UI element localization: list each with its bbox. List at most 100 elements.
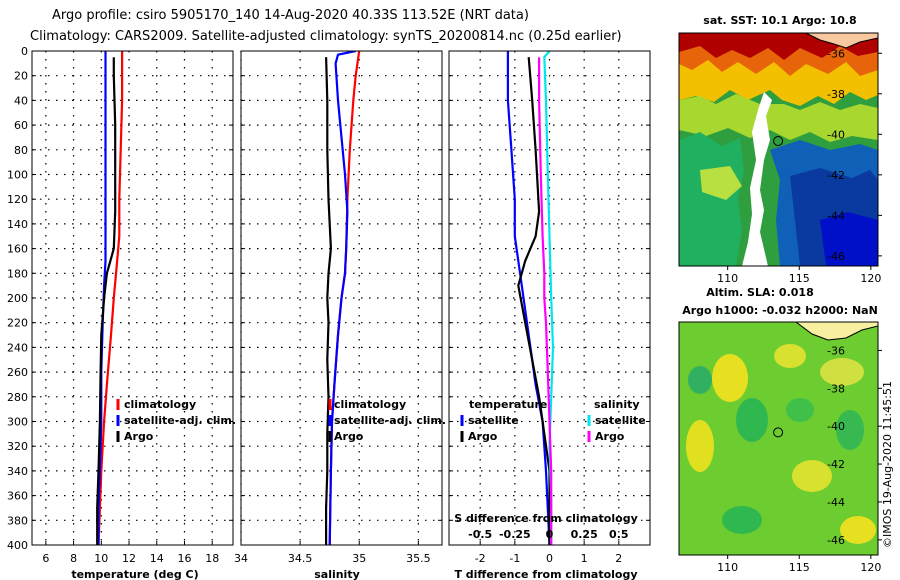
map-y-tick-label: -44 [827,209,845,222]
salinity-legend: climatology satellite-adj. clim. Argo [328,398,446,443]
difference-xlabel: T difference from climatology [454,568,637,580]
y-tick-label: 380 [7,514,28,527]
sla-map-title-line1: Altim. SLA: 0.018 [706,286,813,299]
sla-map-ticks: 110 115 120 -36 -38 -40 -42 -44 -46 [717,344,882,574]
map-x-tick-label: 110 [717,272,738,285]
x-tick-label: -1 [509,552,520,565]
legend-argo-label: Argo [334,430,364,443]
x-tick-label: 34 [234,552,248,565]
sla-map-frame [678,321,879,556]
sst-map: sat. SST: 10.1 Argo: 10.8 110 115 120 -36 -3… [678,14,882,285]
salinity-lines [325,51,361,545]
series-line-salinity-argo [538,57,553,545]
s-tick-label: -0.5 [468,528,492,541]
x-tick-label: 6 [42,552,49,565]
y-tick-label: 240 [7,341,28,354]
sla-low-blob [836,410,864,450]
y-tick-label: 280 [7,391,28,404]
map-y-tick-label: -38 [827,382,845,395]
x-tick-label: 35.5 [406,552,431,565]
x-tick-label: 14 [150,552,164,565]
sla-high-blob [712,354,748,402]
difference-panel: -2 -1 0 1 2 T difference from climatology S … [448,50,651,580]
map-x-tick-label: 120 [860,561,881,574]
map-y-tick-label: -42 [827,169,845,182]
map-y-tick-label: -38 [827,88,845,101]
map-x-tick-label: 115 [789,561,810,574]
x-tick-label: 34.5 [288,552,313,565]
sst-argo-marker [773,136,784,146]
y-tick-label: 300 [7,416,28,429]
sst-map-field [679,33,878,266]
sla-high-blob [792,460,832,492]
sst-lime-band [679,94,878,142]
s-tick-label: 0.25 [571,528,598,541]
s-tick-label: 0 [546,528,554,541]
map-y-tick-label: -42 [827,458,845,471]
legend-sal-argo-label: Argo [595,430,625,443]
sla-low-blob [688,366,712,394]
sla-low-blob [736,398,768,442]
legend-satellite-label: satellite-adj. clim. [124,414,236,427]
series-line-temperature-argo [517,57,551,545]
s-difference-label: S difference from climatology [454,512,638,525]
legend-sal-satellite-label: satellite [595,414,646,427]
sst-map-frame [678,32,879,267]
temperature-lines [96,51,124,545]
y-tick-label: 340 [7,465,28,478]
y-tick-label: 20 [14,70,28,83]
sla-high-blob [840,516,876,544]
y-tick-label: 120 [7,193,28,206]
map-x-tick-label: 110 [717,561,738,574]
s-tick-label: -0.25 [499,528,531,541]
x-tick-label: -2 [475,552,486,565]
y-tick-label: 160 [7,243,28,256]
sla-coastline [795,322,878,341]
sla-high-blob [774,344,806,368]
x-tick-label: 18 [205,552,219,565]
legend-temp-satellite-label: satellite [468,414,519,427]
map-y-tick-label: -36 [827,47,845,60]
salinity-xlabel: salinity [314,568,360,580]
y-tick-label: 60 [14,119,28,132]
title-line2: Climatology: CARS2009. Satellite-adjuste… [30,29,622,44]
x-tick-label: 8 [70,552,77,565]
x-tick-label: 0 [546,552,553,565]
difference-lines [506,51,555,545]
map-x-tick-label: 120 [860,272,881,285]
sla-map-title-line2: Argo h1000: -0.032 h2000: NaN [682,304,878,317]
sla-argo-marker [773,427,784,438]
series-line-satellite-adj-clim- [328,51,356,545]
legend-climatology-label: climatology [124,398,196,411]
y-tick-label: 400 [7,539,28,552]
x-tick-label: 2 [615,552,622,565]
x-tick-label: 16 [177,552,191,565]
x-tick-label: 1 [581,552,588,565]
difference-grid [449,51,650,545]
temperature-frame [31,50,234,546]
sst-coastline [805,33,878,49]
x-tick-label: 10 [94,552,108,565]
legend-satellite-label: satellite-adj. clim. [334,414,446,427]
temperature-panel: 0 20 40 60 80 100 120 140 160 180 200 220 240 260 280 3… [7,45,236,580]
series-line-argo [96,57,117,545]
legend-argo-label: Argo [124,430,154,443]
series-line-satellite-adj-clim- [97,51,107,545]
sla-map: Altim. SLA: 0.018 Argo h1000: -0.032 h20… [678,286,882,574]
y-tick-label: 180 [7,267,28,280]
y-tick-label: 100 [7,169,28,182]
s-tick-label: 0.5 [609,528,629,541]
sla-high-blob [686,420,714,472]
salinity-ticks: 34 34.5 35 35.5 [234,50,442,565]
sst-missing-data [742,92,772,266]
title-line1: Argo profile: csiro 5905170_140 14-Aug-2… [52,8,529,23]
legend-temperature-title: temperature [469,398,547,411]
legend-temp-argo-label: Argo [468,430,498,443]
y-tick-label: 40 [14,94,28,107]
map-y-tick-label: -40 [827,420,845,433]
salinity-panel: 34 34.5 35 35.5 salinity climatology satell… [234,50,446,580]
x-tick-label: 12 [122,552,136,565]
y-tick-label: 320 [7,440,28,453]
y-tick-label: 200 [7,292,28,305]
